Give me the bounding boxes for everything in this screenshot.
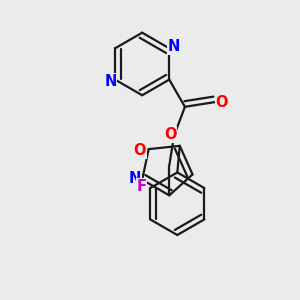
Text: O: O [164, 127, 176, 142]
Text: N: N [129, 171, 142, 186]
Text: O: O [215, 94, 228, 110]
Text: O: O [134, 143, 146, 158]
Text: N: N [104, 74, 117, 89]
Text: N: N [168, 39, 180, 54]
Text: F: F [136, 179, 146, 194]
